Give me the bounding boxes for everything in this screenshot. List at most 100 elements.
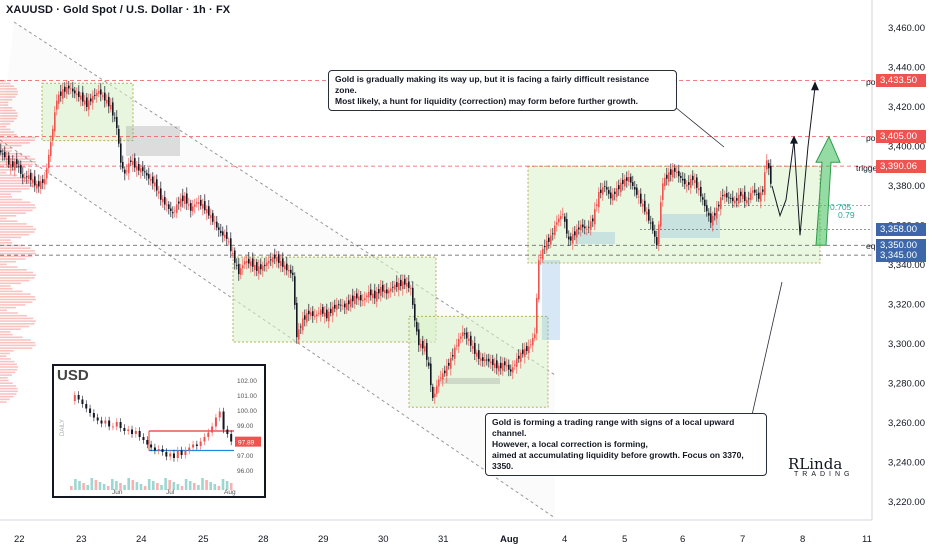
candle-body <box>672 169 674 178</box>
inset-volume-bar <box>106 486 110 490</box>
bottom-callout: Gold is forming a trading range with sig… <box>485 413 767 476</box>
chart-title: XAUUSD · Gold Spot / U.S. Dollar · 1h · … <box>6 4 231 16</box>
candle-body <box>550 235 552 245</box>
inset-candle-body <box>165 452 168 457</box>
candle-body <box>64 86 66 92</box>
inset-candle-body <box>172 453 175 458</box>
candle-body <box>184 195 186 204</box>
candle-body <box>356 293 358 299</box>
volume-profile-bar <box>0 104 9 106</box>
candle-body <box>370 289 372 296</box>
volume-profile-bar <box>0 171 7 174</box>
candle-body <box>212 213 214 222</box>
volume-profile-bar <box>0 217 7 220</box>
candle-body <box>244 261 246 265</box>
inset-volume-bar <box>229 483 233 490</box>
candle-body <box>140 168 142 173</box>
inset-candle-body <box>85 404 88 409</box>
x-tick-label: 4 <box>562 534 567 545</box>
candle-body <box>16 159 18 165</box>
volume-profile-bar <box>0 298 36 301</box>
volume-profile-bar <box>0 155 31 158</box>
candle-body <box>714 213 716 216</box>
candle-body <box>402 281 404 290</box>
candle-body <box>280 261 282 266</box>
volume-profile-bar <box>0 293 31 295</box>
candle-body <box>148 174 150 179</box>
candle-body <box>388 290 390 294</box>
inset-volume-bar <box>135 482 139 490</box>
volume-profile-bar <box>0 169 17 171</box>
candle-body <box>410 287 412 289</box>
candle-body <box>182 195 184 202</box>
candle-body <box>686 184 688 187</box>
candle-body <box>698 188 700 190</box>
inset-volume-bar <box>86 485 89 490</box>
candle-body <box>248 258 250 264</box>
candle-body <box>80 95 82 100</box>
trigger-label: trigger <box>856 163 881 173</box>
inset-volume-bar <box>180 486 184 490</box>
candle-body <box>766 160 768 170</box>
candle-body <box>300 326 302 328</box>
candle-body <box>374 290 376 299</box>
bottom-callout-line-1: Gold is forming a trading range with sig… <box>492 417 735 438</box>
candle-body <box>456 345 458 347</box>
candle-body <box>746 200 748 204</box>
candle-body <box>52 128 54 141</box>
inset-candle-body <box>119 422 122 428</box>
candle-body <box>696 177 698 188</box>
candle-body <box>492 359 494 366</box>
candle-body <box>756 193 758 195</box>
inset-volume-bar <box>205 480 208 490</box>
candle-body <box>50 142 52 156</box>
inset-volume-bar <box>74 479 77 490</box>
candle-body <box>526 346 528 352</box>
candle-body <box>26 176 28 178</box>
inset-candle-body <box>214 417 217 427</box>
candle-body <box>562 214 564 216</box>
candle-body <box>164 196 166 205</box>
candle-body <box>432 386 434 398</box>
candle-body <box>208 206 210 216</box>
inset-y-tick-label: 96.00 <box>237 468 254 475</box>
candle-body <box>218 227 220 230</box>
candle-body <box>348 300 350 305</box>
inset-y-tick-label: 100.00 <box>237 408 257 415</box>
candle-body <box>568 236 570 240</box>
candle-body <box>662 183 664 200</box>
candle-body <box>134 158 136 168</box>
inset-candle-body <box>111 426 114 428</box>
volume-profile-bar <box>0 271 34 274</box>
candle-body <box>320 309 322 315</box>
x-tick-label: Aug <box>500 534 519 545</box>
candle-body <box>236 264 238 266</box>
volume-profile-bar <box>0 247 31 249</box>
candle-body <box>400 279 402 287</box>
volume-profile-bar <box>0 115 18 117</box>
bottom-callout-pointer <box>751 281 783 416</box>
candle-body <box>128 163 130 174</box>
candle-body <box>580 224 582 231</box>
y-tick-label: 3,240.00 <box>888 458 925 469</box>
volume-profile-bar <box>0 112 18 114</box>
candle-body <box>328 311 330 322</box>
candle-body <box>414 304 416 321</box>
candle-body <box>742 194 744 199</box>
candle-body <box>448 362 450 366</box>
candle-body <box>436 385 438 394</box>
candle-body <box>200 199 202 206</box>
candle-body <box>438 379 440 387</box>
candle-body <box>104 92 106 101</box>
inset-volume-bar <box>139 484 143 490</box>
candle-body <box>54 112 56 132</box>
candle-body <box>752 190 754 193</box>
inset-candle-body <box>153 447 156 451</box>
candle-body <box>544 245 546 248</box>
candle-body <box>266 262 268 266</box>
volume-profile-bar <box>0 287 13 290</box>
candle-body <box>288 269 290 272</box>
volume-profile-bar <box>0 177 27 179</box>
candle-body <box>28 175 30 180</box>
